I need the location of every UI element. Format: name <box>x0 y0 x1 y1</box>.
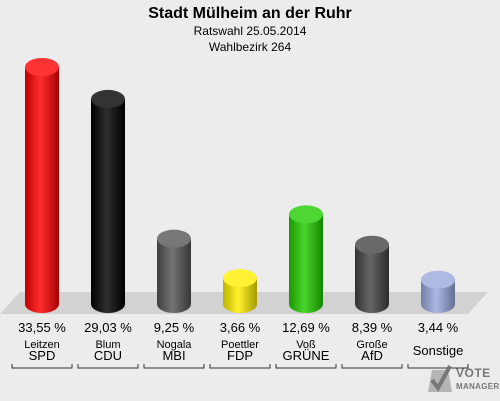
bar-sonstige <box>421 270 455 313</box>
bars-group <box>25 58 455 313</box>
logo-text-vote: VOTE <box>456 366 491 380</box>
bar-spd <box>25 58 59 313</box>
candidate-label: Nogala <box>157 339 193 351</box>
party-label: SPD <box>29 348 56 363</box>
bar-mbi <box>157 229 191 313</box>
vote-check-icon <box>428 365 452 392</box>
value-label: 12,69 % <box>282 320 330 335</box>
category-bracket <box>407 364 469 369</box>
party-label: MBI <box>162 348 185 363</box>
bar-fdp <box>223 269 257 313</box>
party-label: CDU <box>94 348 122 363</box>
party-label: GRÜNE <box>283 348 330 363</box>
logo-text-manager: MANAGER <box>456 382 500 391</box>
party-label: Sonstige <box>413 343 464 358</box>
value-label: 3,66 % <box>220 320 261 335</box>
bar-afd <box>355 235 389 313</box>
chart-title: Stadt Mülheim an der Ruhr <box>148 5 352 22</box>
category-bracket <box>143 364 205 369</box>
category-bracket <box>209 364 271 369</box>
value-label: 8,39 % <box>352 320 393 335</box>
vote-manager-logo: VOTE MANAGER <box>426 362 500 400</box>
chart-subtitle: Ratswahl 25.05.2014 <box>193 24 307 38</box>
bar-grüne <box>289 205 323 313</box>
category-bracket <box>77 364 139 369</box>
candidate-label: Poettler <box>221 339 259 351</box>
bar-cdu <box>91 89 125 313</box>
party-label: FDP <box>227 348 253 363</box>
category-bracket <box>275 364 337 369</box>
category-bracket <box>341 364 403 369</box>
party-label: AfD <box>361 348 383 363</box>
category-bracket <box>11 364 73 369</box>
candidate-label: Blum <box>95 339 120 351</box>
candidate-label: Große <box>356 339 387 351</box>
value-label: 33,55 % <box>18 320 66 335</box>
value-label: 9,25 % <box>154 320 195 335</box>
value-label: 29,03 % <box>84 320 132 335</box>
value-label: 3,44 % <box>418 320 459 335</box>
district-label: Wahlbezirk 264 <box>208 40 292 54</box>
candidate-label: Leitzen <box>24 339 59 351</box>
candidate-label: Voß <box>296 339 316 351</box>
